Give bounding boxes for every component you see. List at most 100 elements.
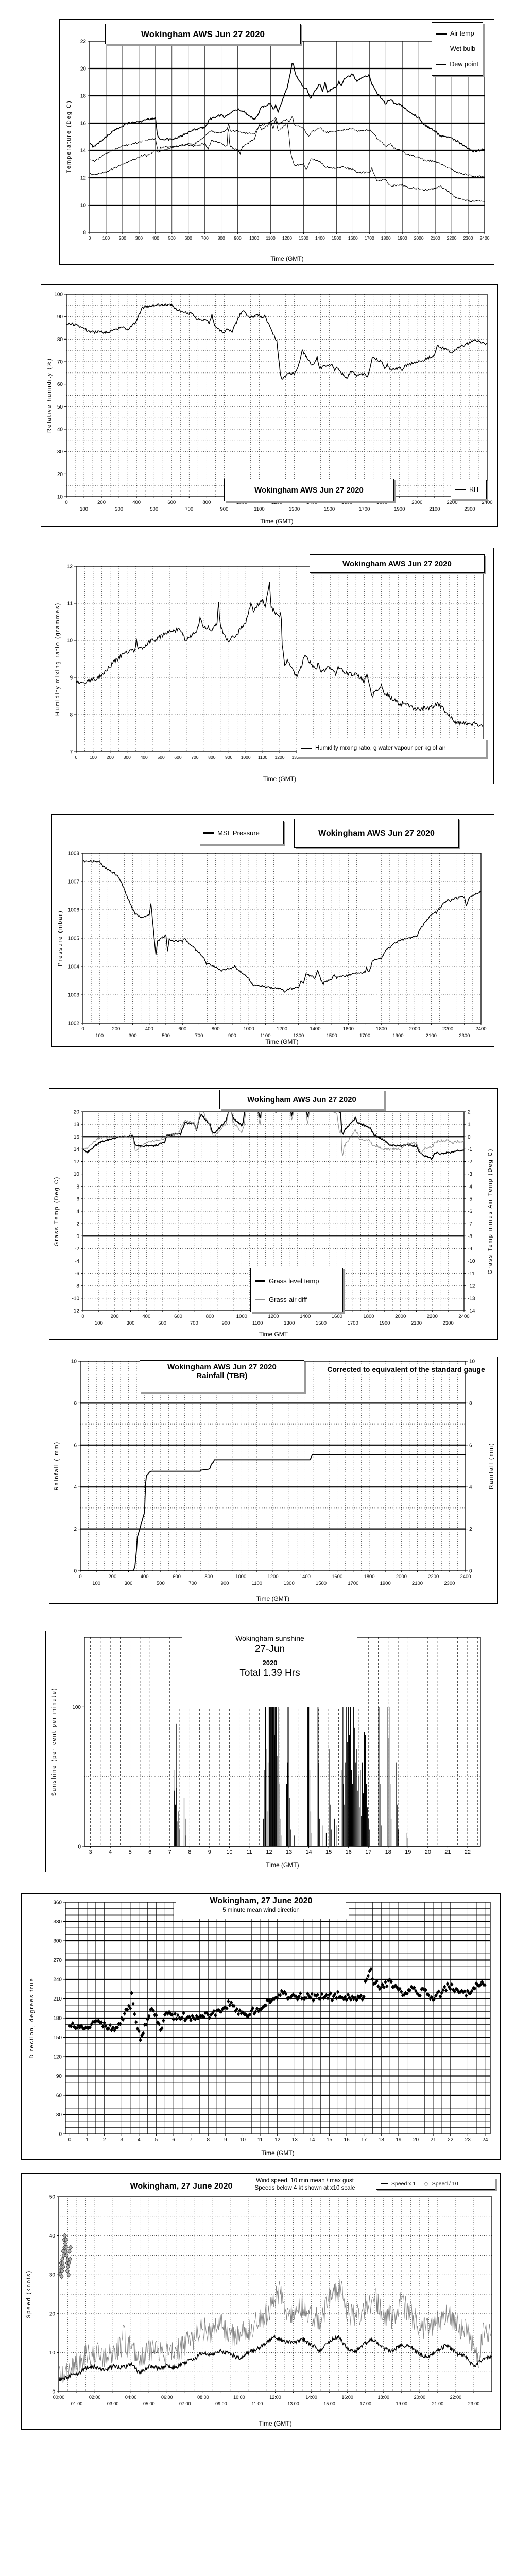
- svg-text:14: 14: [305, 1849, 312, 1855]
- svg-text:7: 7: [190, 2137, 193, 2143]
- svg-text:18:00: 18:00: [377, 2395, 389, 2400]
- svg-text:1800: 1800: [376, 755, 386, 760]
- svg-text:13: 13: [286, 1849, 292, 1855]
- x-axis-title: Time (GMT): [270, 255, 304, 262]
- svg-text:-6: -6: [75, 1271, 79, 1277]
- svg-text:03:00: 03:00: [107, 2401, 119, 2406]
- grass-air-diff-line-sample: [255, 1299, 265, 1300]
- svg-text:500: 500: [158, 1320, 166, 1326]
- svg-text:17: 17: [361, 2137, 367, 2143]
- svg-text:1100: 1100: [254, 506, 264, 512]
- svg-text:24: 24: [482, 2137, 488, 2143]
- svg-text:300: 300: [115, 506, 123, 512]
- svg-text:800: 800: [202, 500, 211, 505]
- svg-text:22: 22: [448, 2137, 454, 2143]
- svg-text:500: 500: [168, 235, 176, 241]
- svg-text:1700: 1700: [359, 506, 370, 512]
- grass-temperature-plot: 0100200300400500600700800900100011001200…: [72, 1110, 475, 1327]
- svg-text:18: 18: [74, 1122, 80, 1128]
- svg-text:2400: 2400: [480, 235, 490, 241]
- subtitle-line1: Wind speed, 10 min mean / max gust: [256, 2178, 354, 2184]
- subtitle-line2: Speeds below 4 kt shown at x10 scale: [254, 2185, 355, 2191]
- chart-subtitle: 5 minute mean wind direction: [222, 1907, 300, 1913]
- svg-text:14: 14: [80, 148, 87, 154]
- y-axis-title: Relative humidity (%): [46, 358, 53, 433]
- chart-title-box: Wokingham AWS Jun 27 2020: [219, 1090, 384, 1109]
- svg-text:1003: 1003: [68, 993, 80, 998]
- svg-text:16: 16: [74, 1134, 80, 1140]
- svg-text:7: 7: [168, 1849, 171, 1855]
- svg-text:9: 9: [208, 1849, 211, 1855]
- svg-text:11: 11: [246, 1849, 252, 1855]
- svg-text:20: 20: [57, 472, 63, 478]
- svg-text:360: 360: [53, 1900, 62, 1906]
- relative-humidity-plot: 0 100 200 300 400 500 600 700 800 900 1000 1100 1200…: [54, 292, 492, 513]
- svg-text:12: 12: [80, 176, 87, 181]
- svg-text:2300: 2300: [443, 1320, 454, 1326]
- svg-text:8: 8: [74, 1401, 77, 1406]
- svg-text:2400: 2400: [482, 500, 492, 505]
- svg-text:300: 300: [53, 1939, 62, 1944]
- svg-text:1500: 1500: [316, 1320, 327, 1326]
- svg-text:4: 4: [76, 1209, 79, 1215]
- svg-text:2100: 2100: [426, 1033, 437, 1039]
- svg-text:4: 4: [138, 2137, 141, 2143]
- svg-text:1700: 1700: [359, 1033, 370, 1039]
- svg-text:8: 8: [207, 2137, 210, 2143]
- svg-text:2: 2: [76, 1222, 79, 1227]
- svg-text:8: 8: [188, 1849, 191, 1855]
- svg-text:1400: 1400: [315, 235, 325, 241]
- svg-text:07:00: 07:00: [179, 2401, 191, 2406]
- svg-text:200: 200: [108, 1574, 116, 1580]
- wind-speed-chart: 00:00 01:00 02:00 03:00 04:00 05:00 06:00 07:00…: [21, 2173, 501, 2430]
- svg-text:2300: 2300: [461, 755, 471, 760]
- legend-label: Wet bulb: [450, 45, 476, 53]
- svg-text:900: 900: [234, 235, 242, 241]
- svg-text:10: 10: [74, 1172, 80, 1177]
- chart-title: Wokingham AWS Jun 27 2020: [141, 29, 265, 39]
- svg-text:2400: 2400: [478, 755, 488, 760]
- svg-text:-4: -4: [75, 1259, 79, 1264]
- svg-text:1900: 1900: [398, 235, 407, 241]
- chart-title: Wokingham AWS Jun 27 2020: [342, 560, 452, 568]
- chart-title-block: Wokingham sunshine 27-Jun 2020 Total 1.3…: [182, 1634, 357, 1679]
- svg-text:23: 23: [465, 2137, 471, 2143]
- grass-temperature-chart: 0 100 200 300 400 500 600 700 800 900 1000 1100 1200…: [49, 1088, 498, 1340]
- mixing-ratio-chart: 0 100 200 300 400 500 600 700 800 900 1000 1100 1200…: [49, 548, 494, 784]
- y-axis-title: Sunshine (per cent per minute): [51, 1687, 57, 1797]
- svg-text:200: 200: [111, 1314, 119, 1319]
- svg-text:600: 600: [185, 235, 192, 241]
- legend-label: Humidity mixing ratio, g water vapour pe…: [315, 745, 446, 751]
- wind-speed-plot: 00:00 01:00 02:00 03:00 04:00 05:00 06:00 07:00…: [49, 2195, 492, 2406]
- svg-text:08:00: 08:00: [197, 2395, 209, 2400]
- svg-text:16: 16: [344, 2137, 350, 2143]
- pressure-plot: 0 100 200 300 400 500 600 700 800 900 1000 1100 1200…: [68, 851, 487, 1039]
- chart-title: Wokingham AWS Jun 27 2020: [318, 829, 435, 838]
- svg-text:600: 600: [174, 755, 181, 760]
- svg-text:100: 100: [80, 506, 88, 512]
- svg-text:2200: 2200: [428, 1574, 439, 1580]
- svg-text:00:00: 00:00: [53, 2395, 65, 2400]
- svg-text:1500: 1500: [316, 1581, 327, 1586]
- legend-label: RH: [469, 486, 479, 493]
- svg-text:10: 10: [80, 203, 87, 209]
- svg-text:700: 700: [195, 1033, 203, 1039]
- svg-text:3: 3: [89, 1849, 92, 1855]
- svg-text:0: 0: [74, 1569, 77, 1574]
- svg-text:70: 70: [57, 360, 63, 365]
- svg-text:1000: 1000: [236, 1314, 247, 1319]
- svg-text:2100: 2100: [411, 1320, 422, 1326]
- svg-text:1200: 1200: [271, 500, 282, 505]
- svg-text:50: 50: [57, 404, 63, 410]
- svg-text:02:00: 02:00: [89, 2395, 101, 2400]
- mixing-ratio-line-sample: [301, 748, 312, 749]
- svg-text:-11: -11: [468, 1271, 475, 1277]
- svg-text:2300: 2300: [464, 506, 475, 512]
- svg-text:1400: 1400: [308, 755, 318, 760]
- svg-text:900: 900: [222, 1320, 230, 1326]
- legend-label: Grass-air diff: [269, 1295, 307, 1303]
- svg-text:0: 0: [81, 1026, 84, 1032]
- svg-text:-2: -2: [468, 1159, 472, 1165]
- svg-text:1008: 1008: [68, 851, 80, 857]
